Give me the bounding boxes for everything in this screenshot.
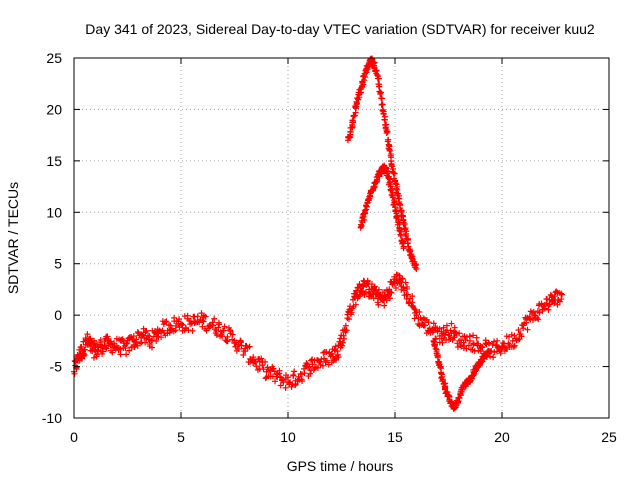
x-tick-label: 15 <box>387 429 403 445</box>
series-markers <box>430 337 493 412</box>
series-middle-arc <box>357 162 407 252</box>
plot-frame <box>73 57 610 419</box>
y-tick-label: 25 <box>46 50 62 66</box>
y-tick-label: -10 <box>42 410 62 426</box>
series-markers <box>357 162 407 252</box>
series-lower-dips <box>430 337 493 412</box>
grid <box>74 58 609 418</box>
series-markers <box>344 55 420 272</box>
x-tick-label: 20 <box>494 429 510 445</box>
x-axis-label: GPS time / hours <box>287 458 394 474</box>
x-tick-label: 25 <box>601 429 617 445</box>
x-tick-label: 5 <box>177 429 185 445</box>
ticks: 0 5 10 15 20 25 -10 -5 0 5 10 15 20 25 <box>42 50 617 445</box>
data-points <box>71 55 565 412</box>
y-tick-label: 5 <box>54 256 62 272</box>
series-upper-arc <box>344 55 420 272</box>
y-axis-label: SDTVAR / TECUs <box>5 182 21 294</box>
chart-title: Day 341 of 2023, Sidereal Day-to-day VTE… <box>85 21 595 37</box>
x-tick-label: 0 <box>70 429 78 445</box>
y-tick-label: 15 <box>46 153 62 169</box>
y-tick-label: -5 <box>50 359 63 375</box>
y-tick-label: 10 <box>46 204 62 220</box>
x-tick-label: 10 <box>280 429 296 445</box>
y-tick-label: 0 <box>54 307 62 323</box>
y-tick-label: 20 <box>46 101 62 117</box>
